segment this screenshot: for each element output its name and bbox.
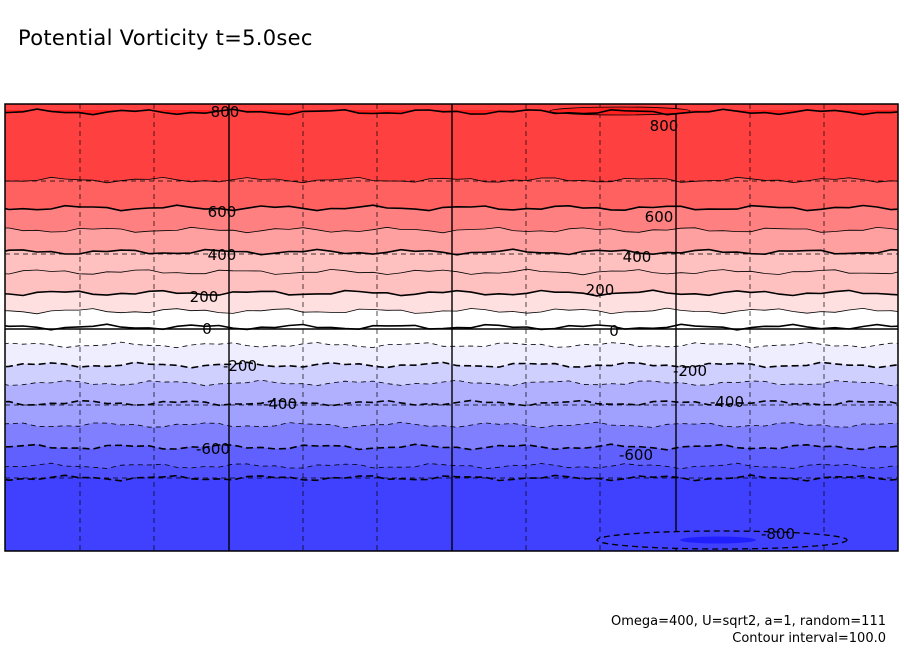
contour-line-200 xyxy=(5,289,898,297)
contour-line-400 xyxy=(5,248,898,256)
contour-line-0 xyxy=(5,323,898,331)
contour-lines xyxy=(5,106,898,550)
contour-line--800 xyxy=(5,474,898,482)
contour-line--300 xyxy=(5,379,898,387)
contour-label: 200 xyxy=(586,281,615,299)
contour-label: -200 xyxy=(223,357,257,375)
contour-line-300 xyxy=(5,268,898,276)
contour-label: 200 xyxy=(190,288,219,306)
contour-label: -600 xyxy=(196,440,230,458)
contour-label: -200 xyxy=(673,362,707,380)
footer-parameters: Omega=400, U=sqrt2, a=1, random=111 xyxy=(610,614,886,629)
contour-label: -400 xyxy=(263,395,297,413)
contour-line-100 xyxy=(5,307,898,315)
contour-closed-neg-900 xyxy=(680,536,756,544)
contour-label: -800 xyxy=(761,525,795,543)
contour-label: 600 xyxy=(645,208,674,226)
contour-line--400 xyxy=(5,399,898,407)
contour-label: 400 xyxy=(623,248,652,266)
contour-line-500 xyxy=(5,226,898,234)
contour-line-600 xyxy=(5,204,898,212)
contour-label: 0 xyxy=(609,322,619,340)
contour-label: 0 xyxy=(202,320,212,338)
contour-line-700 xyxy=(5,176,898,184)
contour-label: -400 xyxy=(710,393,744,411)
footer-contour-interval: Contour interval=100.0 xyxy=(732,631,886,646)
contour-line--200 xyxy=(5,361,898,369)
contour-label: -600 xyxy=(619,446,653,464)
contour-label: 800 xyxy=(650,117,679,135)
contour-line--600 xyxy=(5,443,898,451)
contour-label: 600 xyxy=(208,203,237,221)
contour-label: 400 xyxy=(208,246,237,264)
chart-title: Potential Vorticity t=5.0sec xyxy=(18,26,313,50)
plot-frame xyxy=(4,103,899,552)
contour-line-800 xyxy=(5,108,898,116)
contour-label: 800 xyxy=(211,103,240,121)
